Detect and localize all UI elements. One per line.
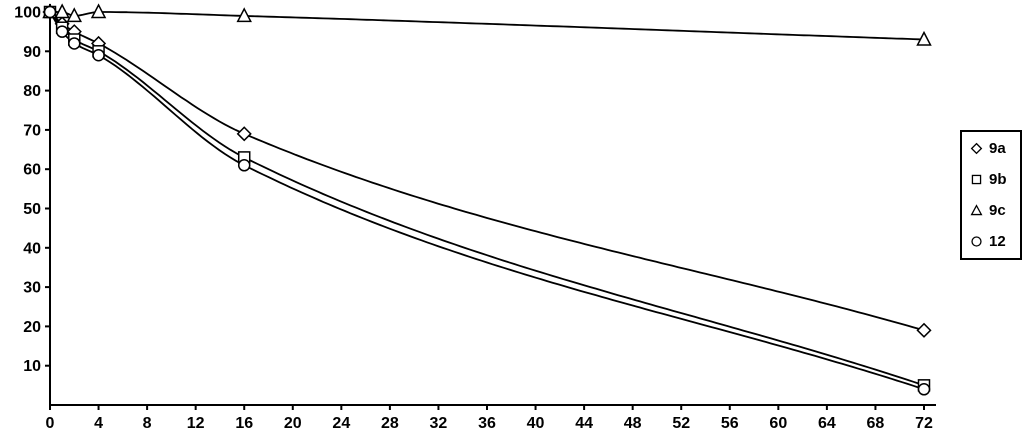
x-tick-label: 64 (818, 415, 836, 432)
circle-marker-icon (917, 383, 931, 396)
x-tick-label: 28 (381, 415, 399, 432)
triangle-marker-icon (66, 7, 83, 23)
legend-label-9a: 9a (989, 140, 1006, 157)
y-tick-label: 40 (23, 240, 41, 257)
x-tick-label: 52 (672, 415, 690, 432)
x-tick-label: 0 (46, 415, 55, 432)
circle-marker-icon (68, 37, 81, 50)
x-tick-label: 32 (430, 415, 448, 432)
series-line-9b (49, 11, 925, 387)
legend-item-9b: 9b (970, 171, 1014, 188)
y-tick-label: 50 (23, 201, 41, 218)
y-tick-label: 10 (23, 358, 41, 375)
legend-item-12: 12 (970, 233, 1014, 250)
triangle-marker-icon (90, 3, 107, 19)
x-tick-label: 36 (478, 415, 496, 432)
x-tick-label: 44 (575, 415, 593, 432)
x-tick-label: 56 (721, 415, 739, 432)
y-tick-label: 20 (23, 319, 41, 336)
y-tick-label: 30 (23, 280, 41, 297)
series-line-9a (49, 11, 925, 332)
x-tick-label: 72 (915, 415, 933, 432)
y-tick-label: 80 (23, 83, 41, 100)
triangle-marker-icon (54, 3, 70, 19)
legend-label-9c: 9c (989, 202, 1006, 219)
legend-label-12: 12 (989, 233, 1006, 250)
series-line-12 (49, 11, 925, 391)
x-tick-label: 12 (187, 415, 205, 432)
x-tick-label: 40 (527, 415, 545, 432)
diamond-marker-icon (970, 142, 983, 155)
x-tick-label: 20 (284, 415, 302, 432)
legend-item-9a: 9a (970, 140, 1014, 157)
x-tick-label: 16 (235, 415, 253, 432)
triangle-marker-icon (970, 204, 983, 216)
x-tick-label: 60 (769, 415, 787, 432)
triangle-marker-icon (236, 7, 252, 23)
x-tick-label: 48 (624, 415, 642, 432)
circle-marker-icon (92, 48, 105, 62)
circle-marker-icon (43, 5, 57, 19)
y-tick-label: 60 (23, 162, 41, 179)
y-tick-label: 70 (23, 122, 41, 139)
legend-item-9c: 9c (970, 202, 1014, 219)
y-tick-label: 100 (14, 5, 41, 22)
chart-legend: 9a 9b 9c 12 (960, 130, 1022, 260)
diamond-marker-icon (916, 322, 932, 338)
circle-marker-icon (237, 159, 251, 172)
square-marker-icon (971, 174, 982, 185)
triangle-marker-icon (916, 30, 932, 46)
x-tick-label: 68 (867, 415, 885, 432)
y-tick-label: 90 (23, 44, 41, 61)
diamond-marker-icon (236, 126, 252, 142)
circle-marker-icon (55, 25, 69, 38)
x-tick-label: 4 (94, 415, 103, 432)
x-tick-label: 8 (143, 415, 152, 432)
series-line-9c (50, 11, 925, 41)
x-tick-label: 24 (332, 415, 350, 432)
circle-marker-icon (971, 236, 982, 247)
legend-label-9b: 9b (989, 171, 1007, 188)
